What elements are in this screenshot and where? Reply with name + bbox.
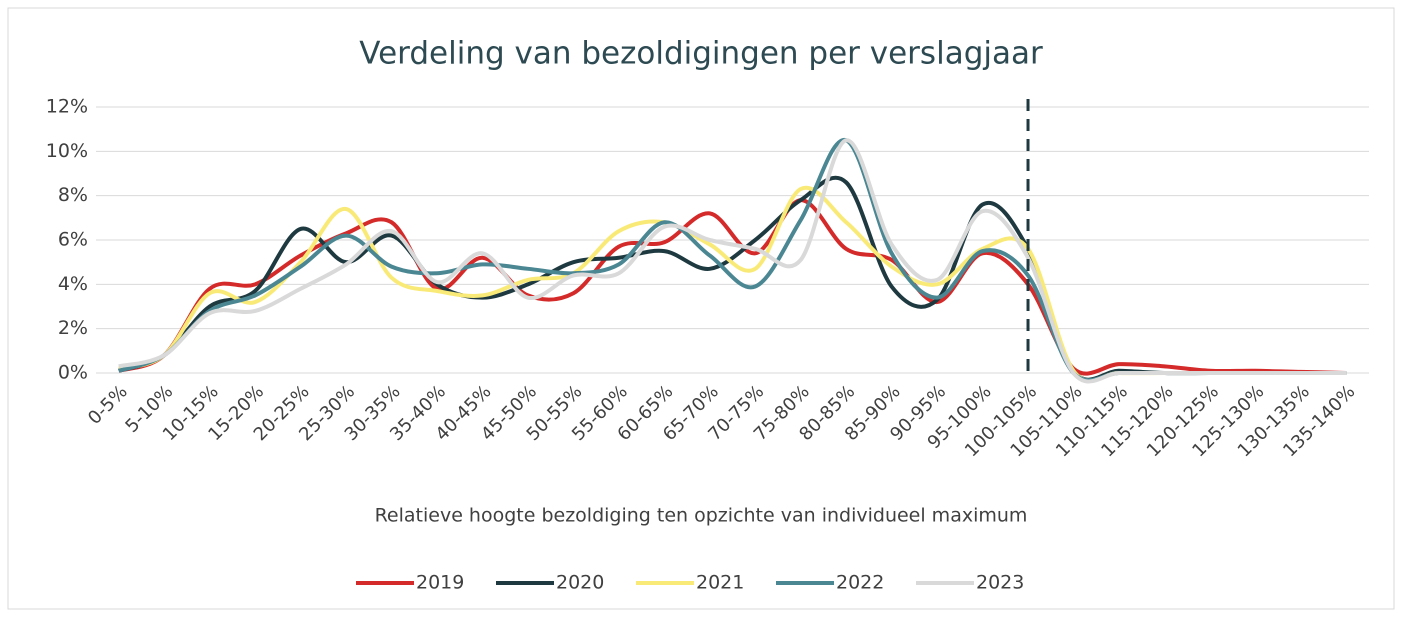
legend-label: 2019 xyxy=(416,572,464,594)
chart-frame xyxy=(7,7,1395,610)
series-line xyxy=(118,175,1347,382)
y-tick-label: 8% xyxy=(58,184,88,206)
series-line xyxy=(118,198,1347,376)
y-tick-label: 4% xyxy=(58,273,88,295)
chart-title: Verdeling van bezoldigingen per verslagj… xyxy=(359,36,1043,72)
legend-label: 2023 xyxy=(976,572,1024,594)
y-tick-label: 2% xyxy=(58,317,88,339)
legend-label: 2020 xyxy=(556,572,604,594)
x-axis-label: Relatieve hoogte bezoldiging ten opzicht… xyxy=(375,505,1028,527)
series-line xyxy=(118,138,1347,384)
y-tick-label: 0% xyxy=(58,362,88,384)
y-tick-label: 12% xyxy=(46,96,88,118)
y-tick-label: 6% xyxy=(58,229,88,251)
legend-label: 2022 xyxy=(836,572,884,594)
legend-label: 2021 xyxy=(696,572,744,594)
y-tick-label: 10% xyxy=(46,140,88,162)
